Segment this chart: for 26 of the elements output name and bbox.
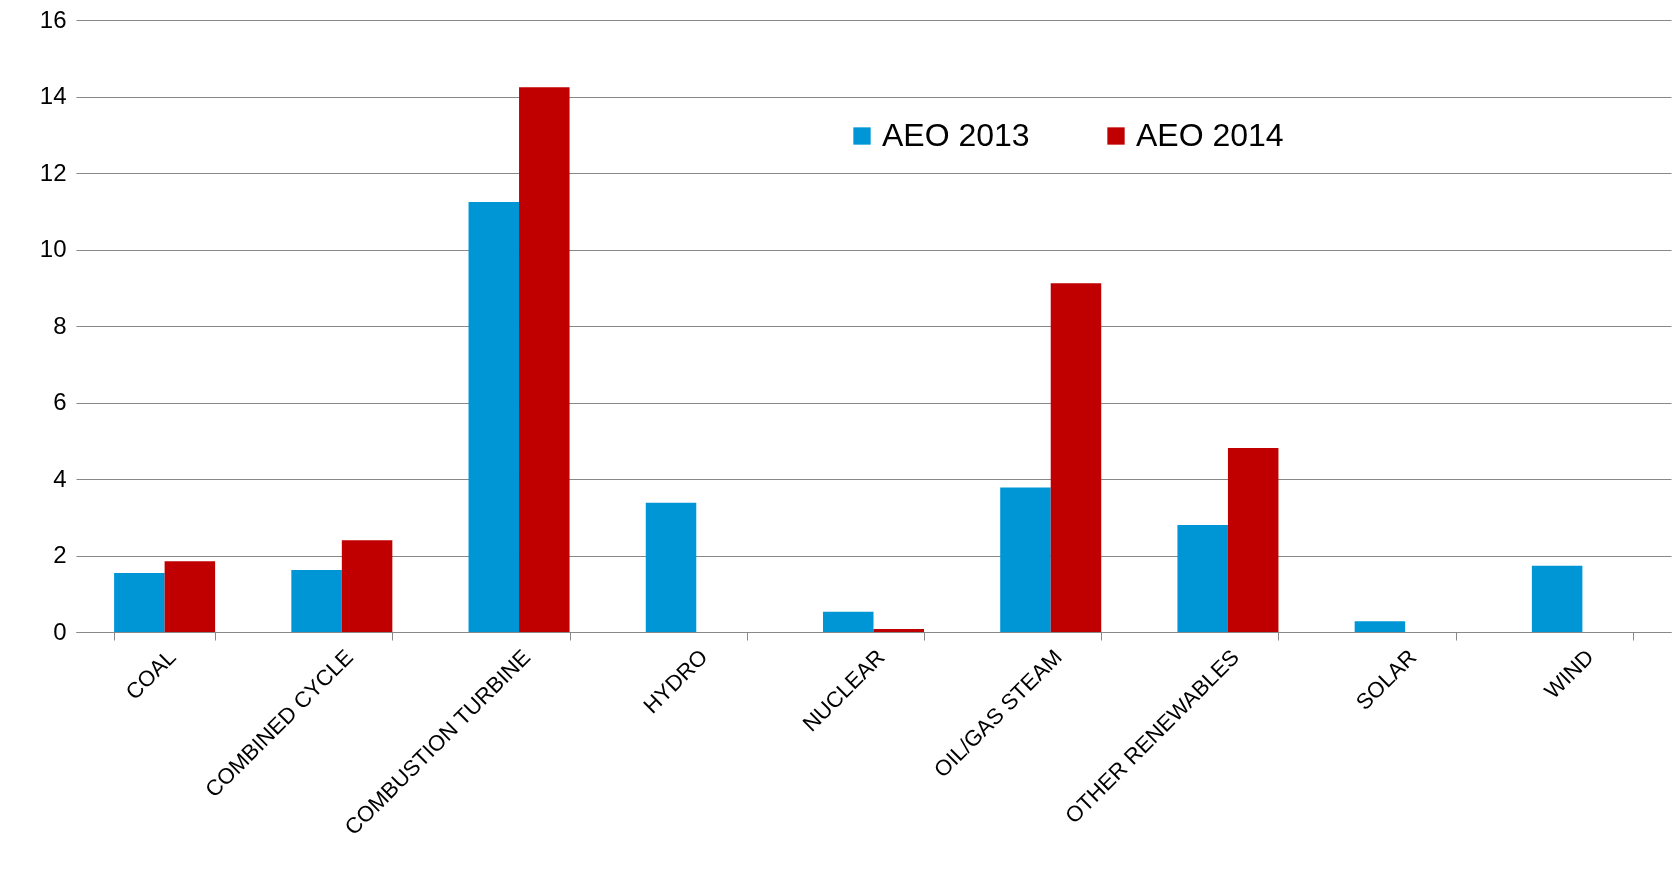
bar bbox=[468, 202, 520, 632]
y-tick-label: 0 bbox=[53, 617, 67, 645]
bar bbox=[1000, 487, 1051, 632]
bar bbox=[519, 87, 570, 632]
legend-label: AEO 2014 bbox=[1136, 117, 1284, 153]
bar bbox=[822, 611, 874, 632]
bar bbox=[1354, 621, 1406, 632]
legend-label: AEO 2013 bbox=[882, 117, 1030, 153]
y-tick-label: 10 bbox=[39, 235, 67, 262]
bar bbox=[341, 540, 393, 632]
bar bbox=[1177, 524, 1228, 632]
bar bbox=[114, 573, 165, 632]
y-tick-label: 14 bbox=[39, 82, 67, 109]
y-tick-label: 8 bbox=[53, 311, 67, 339]
bar bbox=[873, 628, 925, 632]
y-tick-label: 2 bbox=[53, 541, 67, 568]
bar bbox=[1531, 565, 1583, 632]
bar bbox=[1227, 448, 1279, 632]
bar bbox=[164, 561, 216, 632]
y-tick-label: 16 bbox=[39, 5, 67, 33]
y-tick-label: 6 bbox=[53, 388, 67, 415]
bar bbox=[1050, 283, 1102, 632]
bar bbox=[291, 570, 342, 632]
y-tick-label: 12 bbox=[39, 158, 67, 186]
y-tick-label: 4 bbox=[53, 464, 67, 492]
bar bbox=[645, 502, 697, 632]
